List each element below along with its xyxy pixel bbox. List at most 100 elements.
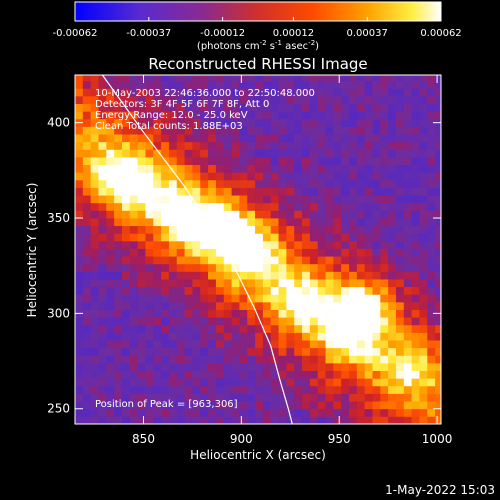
heatmap-cell <box>75 301 84 310</box>
heatmap-cell <box>192 80 201 89</box>
heatmap-cell <box>114 408 123 417</box>
heatmap-cell <box>184 126 193 135</box>
heatmap-cell <box>419 111 428 120</box>
heatmap-cell <box>427 317 436 326</box>
annotation-time-range: 10-May-2003 22:46:36.000 to 22:50:48.000 <box>95 88 315 99</box>
heatmap-cell <box>121 301 131 310</box>
heatmap-cell <box>114 233 123 242</box>
heatmap-cell <box>262 317 272 326</box>
heatmap-cell <box>262 416 272 424</box>
heatmap-cell <box>262 80 272 89</box>
heatmap-cell <box>161 378 170 387</box>
heatmap-cell <box>294 218 303 227</box>
heatmap-cell <box>255 149 264 158</box>
heatmap-cell <box>75 263 84 272</box>
heatmap-cell <box>286 179 295 188</box>
heatmap-cell <box>82 95 92 105</box>
heatmap-cell <box>356 340 366 349</box>
heatmap-cell <box>325 134 334 143</box>
heatmap-cell <box>75 347 84 356</box>
heatmap-cell <box>168 294 178 303</box>
heatmap-cell <box>411 401 420 410</box>
heatmap-cell <box>341 393 350 402</box>
heatmap-cell <box>223 111 232 120</box>
heatmap-cell <box>403 286 413 295</box>
heatmap-cell <box>372 401 381 410</box>
heatmap-cell <box>153 225 162 234</box>
heatmap-cell <box>395 195 405 204</box>
heatmap-cell <box>388 103 397 112</box>
heatmap-cell <box>395 263 405 272</box>
heatmap-cell <box>223 164 232 173</box>
heatmap-cell <box>294 225 303 234</box>
heatmap-cell <box>161 118 170 127</box>
heatmap-cell <box>427 134 436 143</box>
heatmap-cell <box>333 355 342 364</box>
heatmap-cell <box>90 111 99 120</box>
heatmap-cell <box>90 157 99 166</box>
heatmap-cell <box>184 134 193 143</box>
heatmap-cell <box>145 240 154 249</box>
heatmap-cell <box>427 324 436 333</box>
heatmap-cell <box>176 340 186 349</box>
heatmap-cell <box>388 179 397 188</box>
colorbar-tick-label: -0.00012 <box>200 28 245 39</box>
heatmap-cell <box>231 362 240 371</box>
heatmap-cell <box>411 248 420 257</box>
heatmap-cell <box>270 301 279 310</box>
heatmap-cell <box>168 385 178 394</box>
heatmap-cell <box>356 309 366 318</box>
heatmap-cell <box>90 279 99 288</box>
heatmap-cell <box>106 179 115 188</box>
heatmap-cell <box>309 118 319 127</box>
heatmap-cell <box>411 301 420 310</box>
heatmap-cell <box>333 134 342 143</box>
annotation-detectors: Detectors: 3F 4F 5F 6F 7F 8F, Att 0 <box>95 99 269 110</box>
heatmap-cell <box>302 134 311 143</box>
heatmap-cell <box>411 172 420 181</box>
heatmap-cell <box>168 271 178 280</box>
heatmap-cell <box>380 340 389 349</box>
heatmap-cell <box>129 75 139 82</box>
heatmap-cell <box>208 187 217 196</box>
heatmap-cell <box>145 416 154 424</box>
heatmap-cell <box>90 126 99 135</box>
heatmap-cell <box>419 240 428 249</box>
heatmap-cell <box>317 347 326 356</box>
heatmap-cell <box>247 347 256 356</box>
heatmap-cell <box>129 385 139 394</box>
heatmap-cell <box>333 240 342 249</box>
heatmap-cell <box>98 271 107 280</box>
heatmap-cell <box>82 279 92 288</box>
heatmap-cell <box>75 218 84 227</box>
heatmap-cell <box>145 271 154 280</box>
heatmap-cell <box>82 157 92 166</box>
heatmap-cell <box>153 179 162 188</box>
heatmap-cell <box>364 118 373 127</box>
heatmap-cell <box>176 248 186 257</box>
heatmap-cell <box>411 332 420 341</box>
heatmap-cell <box>302 362 311 371</box>
heatmap-cell <box>364 370 373 379</box>
heatmap-cell <box>317 279 326 288</box>
heatmap-cell <box>427 80 436 89</box>
heatmap-cell <box>75 95 84 105</box>
heatmap-cell <box>419 75 428 82</box>
heatmap-cell <box>208 95 217 105</box>
heatmap-cell <box>247 279 256 288</box>
heatmap-cell <box>223 370 232 379</box>
heatmap-cell <box>435 401 441 410</box>
heatmap-cell <box>309 408 319 417</box>
heatmap-cell <box>114 149 123 158</box>
heatmap-cell <box>98 111 107 120</box>
heatmap-cell <box>137 408 146 417</box>
heatmap-cell <box>114 103 123 112</box>
heatmap-cell <box>341 279 350 288</box>
heatmap-cell <box>223 141 232 150</box>
heatmap-cell <box>270 416 279 424</box>
heatmap-cell <box>270 401 279 410</box>
heatmap-cell <box>341 210 350 219</box>
heatmap-cell <box>372 347 381 356</box>
heatmap-cell <box>247 271 256 280</box>
heatmap-cell <box>215 248 225 257</box>
